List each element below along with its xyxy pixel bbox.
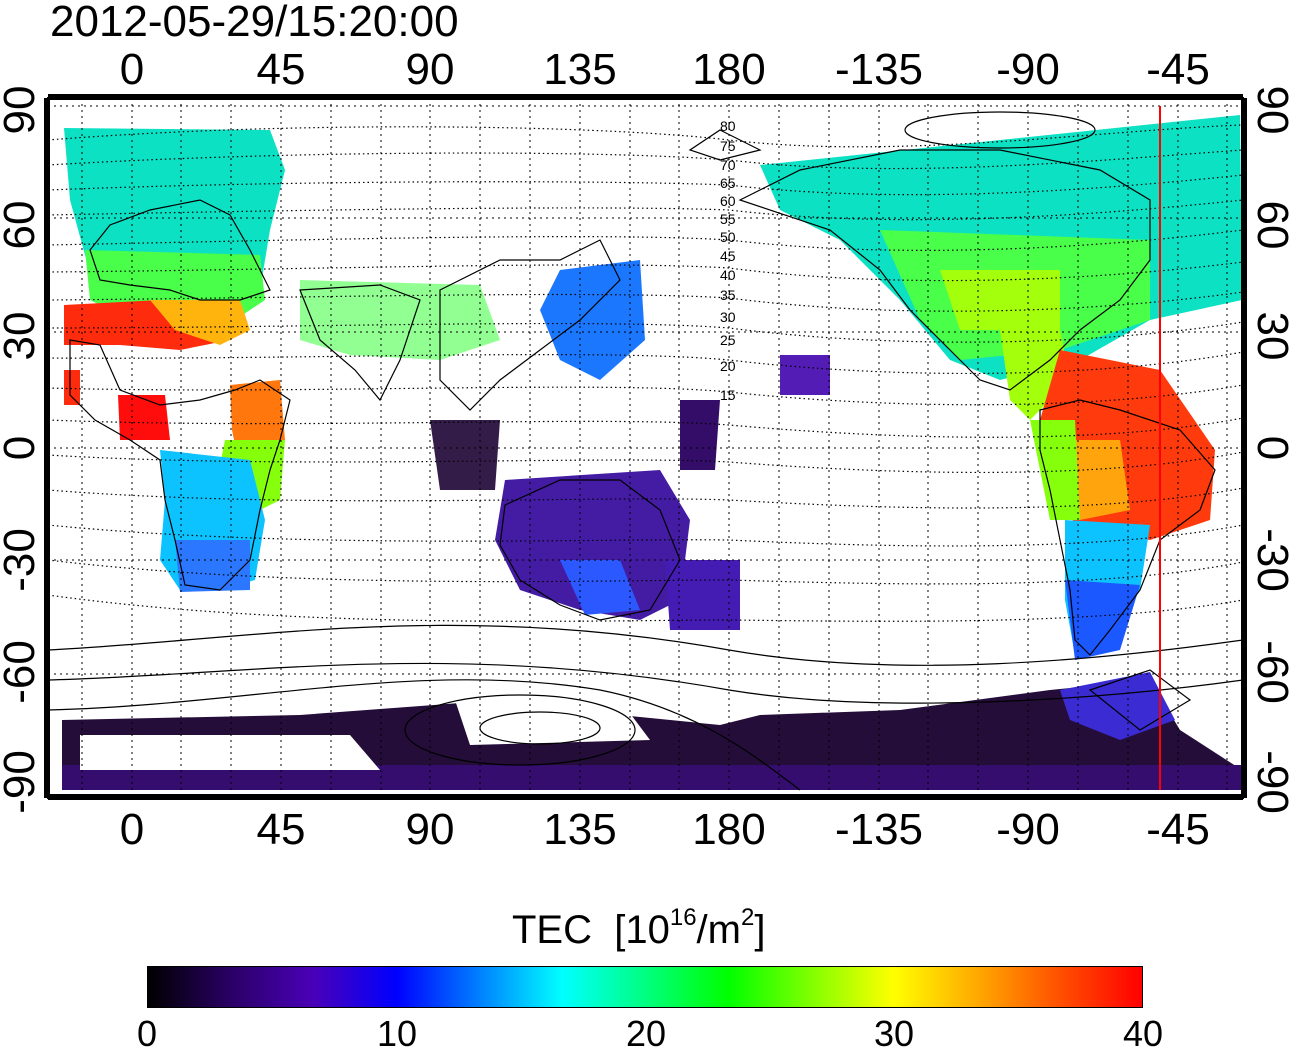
map-title: 2012-05-29/15:20:00 bbox=[50, 0, 459, 46]
top-frame-bar bbox=[48, 94, 1243, 100]
colorbar-title: TEC [1016/m2] bbox=[512, 906, 766, 952]
top-lon-tick: 135 bbox=[543, 45, 617, 94]
colorbar-tick: 40 bbox=[1122, 1013, 1164, 1054]
colorbar-tick: 30 bbox=[873, 1013, 915, 1054]
bottom-frame-bar bbox=[48, 794, 1243, 800]
contour-label: 20 bbox=[720, 358, 736, 374]
right-frame-bar bbox=[1241, 98, 1247, 798]
contour-label: 45 bbox=[720, 248, 736, 264]
colorbar bbox=[147, 966, 1143, 1008]
coastlines bbox=[69, 129, 1216, 731]
contour-label: 80 bbox=[720, 118, 736, 134]
colorbar-unit-exp: 16 bbox=[669, 904, 697, 931]
contour-label: 50 bbox=[720, 229, 736, 245]
colorbar-unit-mid: /m bbox=[696, 908, 741, 952]
colorbar-tick: 20 bbox=[625, 1013, 667, 1054]
contour-label: 15 bbox=[720, 387, 736, 403]
bottom-lon-tick: -135 bbox=[834, 805, 924, 854]
contour-label: 70 bbox=[720, 157, 736, 173]
left-frame-bar bbox=[44, 98, 50, 798]
polar-contours bbox=[48, 111, 1243, 791]
contour-label: 35 bbox=[720, 287, 736, 303]
magnetic-contours bbox=[48, 124, 1243, 622]
contour-label: 25 bbox=[720, 332, 736, 348]
graticule bbox=[48, 98, 1243, 798]
top-lon-tick: -45 bbox=[1146, 45, 1210, 94]
contour-label: 40 bbox=[720, 267, 736, 283]
contour-label: 30 bbox=[720, 309, 736, 325]
colorbar-unit-end: ] bbox=[754, 908, 766, 952]
bottom-lon-tick: 180 bbox=[692, 805, 766, 854]
bottom-lon-tick: 90 bbox=[405, 805, 455, 854]
colorbar-title-name: TEC bbox=[512, 908, 592, 952]
colorbar-unit-exp2: 2 bbox=[740, 904, 755, 931]
bottom-lon-tick: -45 bbox=[1146, 805, 1210, 854]
contour-label: 60 bbox=[720, 193, 736, 209]
bottom-lon-tick: 135 bbox=[543, 805, 617, 854]
bottom-lon-tick: -90 bbox=[996, 805, 1060, 854]
top-lon-tick: 0 bbox=[119, 45, 145, 94]
colorbar-tick: 10 bbox=[376, 1013, 418, 1054]
top-lon-tick: 180 bbox=[692, 45, 766, 94]
contour-label: 65 bbox=[720, 175, 736, 191]
contour-labels: 80 75 70 65 60 55 50 45 40 35 30 25 20 1… bbox=[720, 118, 736, 403]
top-lon-tick: 90 bbox=[405, 45, 455, 94]
bottom-lon-tick: 0 bbox=[119, 805, 145, 854]
contour-label: 75 bbox=[720, 138, 736, 154]
bottom-lon-tick: 45 bbox=[256, 805, 306, 854]
top-lon-tick: -135 bbox=[834, 45, 924, 94]
top-lon-tick: 45 bbox=[256, 45, 306, 94]
colorbar-unit-base: [10 bbox=[614, 908, 670, 952]
top-lon-tick: -90 bbox=[996, 45, 1060, 94]
contour-label: 55 bbox=[720, 211, 736, 227]
colorbar-tick: 0 bbox=[136, 1013, 158, 1054]
